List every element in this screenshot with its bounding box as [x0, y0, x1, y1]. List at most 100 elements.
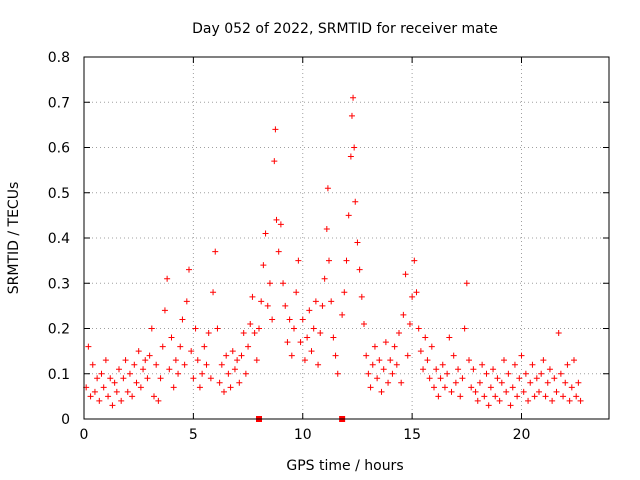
data-point	[234, 357, 241, 364]
data-point	[269, 316, 276, 323]
data-point	[367, 384, 374, 391]
data-point	[126, 370, 133, 377]
data-point	[564, 361, 571, 368]
chart-title: Day 052 of 2022, SRMTID for receiver mat…	[192, 21, 498, 37]
data-point	[540, 357, 547, 364]
data-point	[472, 388, 479, 395]
data-point	[566, 397, 573, 404]
data-point	[113, 388, 120, 395]
y-tick-label: 0.2	[48, 322, 70, 338]
data-point	[166, 366, 173, 373]
data-point	[109, 402, 116, 409]
data-point	[433, 366, 440, 373]
data-point	[476, 379, 483, 386]
data-point	[256, 325, 262, 332]
data-point	[345, 212, 352, 219]
data-point	[542, 393, 549, 400]
data-point	[481, 393, 488, 400]
data-point	[89, 361, 96, 368]
data-point	[181, 361, 188, 368]
data-point	[253, 357, 260, 364]
data-point	[536, 388, 542, 395]
data-point	[525, 397, 532, 404]
data-point	[207, 375, 214, 382]
data-point	[164, 275, 171, 282]
data-point	[444, 370, 451, 377]
data-point	[549, 397, 556, 404]
y-tick-label: 0.7	[48, 95, 70, 111]
data-point	[483, 370, 490, 377]
y-tick-label: 0	[61, 412, 70, 428]
data-point	[194, 357, 201, 364]
data-point	[262, 230, 269, 237]
x-tick-label: 15	[403, 427, 421, 443]
data-point	[245, 343, 252, 350]
data-point	[509, 384, 516, 391]
data-point	[199, 370, 206, 377]
data-point	[361, 320, 367, 327]
data-point	[529, 361, 536, 368]
data-point	[227, 384, 234, 391]
data-point	[308, 348, 315, 355]
data-point	[183, 298, 190, 305]
data-point	[131, 361, 138, 368]
data-point	[168, 334, 175, 341]
data-point	[452, 379, 459, 386]
x-tick-label: 20	[513, 427, 531, 443]
data-point	[282, 302, 289, 309]
data-point	[479, 361, 486, 368]
data-point	[411, 257, 418, 264]
data-point	[511, 361, 518, 368]
y-tick-label: 0.4	[48, 231, 70, 247]
data-point	[301, 357, 308, 364]
data-point	[310, 325, 317, 332]
data-point	[573, 393, 580, 400]
data-point	[514, 393, 521, 400]
data-point	[420, 366, 427, 373]
data-points	[83, 94, 584, 409]
data-point	[363, 352, 370, 359]
data-point	[133, 379, 140, 386]
data-point	[382, 339, 389, 346]
data-point	[179, 316, 186, 323]
data-point	[242, 370, 249, 377]
data-point	[196, 384, 203, 391]
data-point	[315, 361, 322, 368]
data-point	[288, 352, 295, 359]
data-point	[562, 379, 569, 386]
data-point	[144, 375, 151, 382]
axis-ticks: 0 5 10 15 20 0 0.1 0.2 0.3 0.4 0.5 0.6 0.7 0.8	[48, 50, 609, 443]
data-point	[457, 393, 464, 400]
data-point	[520, 388, 527, 395]
data-point	[527, 379, 534, 386]
data-point	[577, 397, 584, 404]
data-point	[264, 302, 271, 309]
data-point	[380, 366, 387, 373]
data-point	[330, 334, 337, 341]
data-point	[151, 393, 157, 400]
data-point	[575, 379, 582, 386]
data-point	[177, 343, 184, 350]
data-point	[531, 393, 538, 400]
data-point	[492, 393, 499, 400]
data-point	[505, 370, 512, 377]
data-point	[225, 370, 232, 377]
data-point	[161, 307, 168, 314]
data-point	[385, 379, 392, 386]
data-point	[87, 393, 94, 400]
data-point	[323, 225, 330, 232]
y-tick-label: 0.8	[48, 50, 70, 66]
data-point	[216, 379, 223, 386]
data-point	[223, 352, 230, 359]
data-point	[409, 293, 416, 300]
data-point	[455, 366, 462, 373]
data-point	[170, 384, 177, 391]
data-point	[374, 375, 381, 382]
data-point	[463, 280, 470, 287]
data-point	[393, 361, 400, 368]
data-point	[332, 352, 339, 359]
data-point	[98, 370, 105, 377]
data-point	[557, 370, 564, 377]
data-point	[389, 370, 396, 377]
